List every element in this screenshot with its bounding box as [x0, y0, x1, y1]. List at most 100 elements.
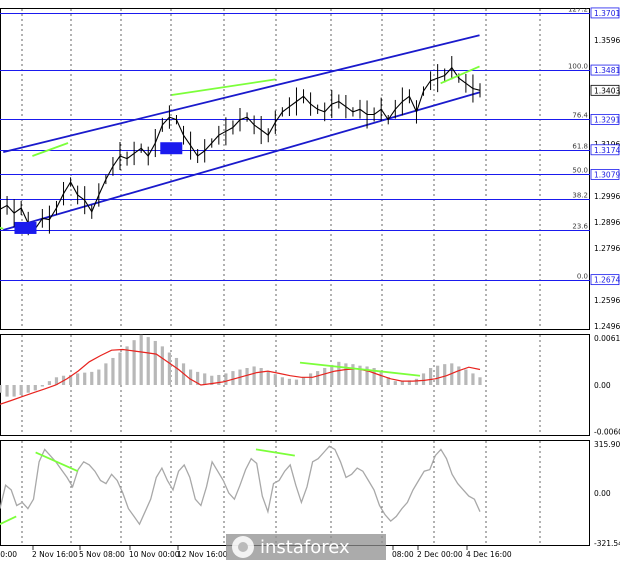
histogram-bar: [386, 377, 390, 385]
fib-level-label: 38.2: [572, 192, 588, 200]
histogram-tick-label: -0.00604: [594, 428, 620, 437]
entry-marker: [14, 221, 37, 234]
histogram-bar: [400, 381, 404, 385]
histogram-bar: [111, 357, 115, 385]
oscillator-tick-label: 315.9023: [594, 440, 620, 449]
histogram-bar: [316, 371, 320, 385]
histogram-bar: [160, 346, 164, 385]
histogram-bar: [174, 357, 179, 385]
oscillator-pane: [0, 445, 481, 526]
oscillator-divergence-line: [35, 451, 79, 472]
level-value-box: [590, 114, 620, 125]
histogram-bar: [358, 365, 362, 385]
histogram-bar: [54, 377, 59, 385]
entry-marker: [160, 142, 183, 155]
histogram-bar: [393, 381, 397, 385]
histogram-bar: [33, 385, 37, 391]
histogram-bar: [301, 377, 306, 385]
fib-level-label: 61.8: [572, 143, 588, 151]
oscillator-divergence-line: [255, 448, 295, 457]
histogram-bar: [245, 368, 249, 385]
fib-level-label: 127.2: [568, 6, 588, 14]
price-divergence-line: [32, 142, 69, 157]
histogram-bar: [478, 377, 482, 385]
level-value-label: 1.3291: [594, 115, 620, 124]
current-price-box: [590, 84, 620, 96]
price-line: [0, 66, 481, 230]
histogram-bar: [203, 373, 207, 385]
histogram-bar: [379, 371, 383, 385]
histogram-bar: [47, 381, 52, 385]
histogram-pane: [0, 334, 482, 405]
logo-text: instaforex: [260, 536, 350, 558]
histogram-bar: [428, 368, 433, 385]
level-value-box: [590, 169, 620, 180]
signal-line: [0, 348, 481, 405]
histogram-bar: [188, 369, 193, 385]
price-tick-label: 1.2996: [594, 192, 620, 201]
level-value-label: 1.2674: [594, 276, 620, 285]
fib-level-label: 23.6: [572, 223, 588, 231]
histogram-bar: [464, 369, 468, 385]
histogram-bar: [196, 371, 200, 385]
histogram-bar: [125, 346, 129, 385]
level-value-label: 1.3079: [594, 170, 620, 179]
histogram-bar: [372, 368, 376, 385]
level-value-box: [590, 7, 620, 19]
histogram-bar: [76, 373, 80, 385]
histogram-bar: [457, 366, 461, 385]
histogram-bar: [217, 374, 221, 385]
histogram-bar: [287, 378, 292, 385]
level-value-label: 1.3481: [594, 66, 620, 75]
price-tick-label: 1.2496: [594, 322, 620, 331]
level-value-box: [590, 274, 620, 286]
histogram-bar: [0, 385, 2, 393]
price-tick-label: 1.3596: [594, 36, 620, 45]
histogram-bar: [323, 368, 327, 385]
instaforex-logo-icon: [232, 536, 254, 558]
histogram-bar: [139, 334, 143, 385]
histogram-tick-label: 0.00: [594, 381, 611, 390]
channel-line-upper: [3, 34, 480, 153]
histogram-bar: [414, 378, 419, 385]
histogram-bar: [231, 371, 235, 385]
time-tick-label: 12 Nov 16:00: [177, 550, 228, 559]
histogram-bar: [118, 352, 122, 385]
histogram-bar: [68, 374, 73, 385]
histogram-bar: [308, 373, 313, 385]
histogram-bar: [83, 372, 87, 385]
histogram-bar: [210, 375, 214, 385]
level-value-box: [590, 144, 620, 156]
histogram-bar: [344, 363, 348, 385]
histogram-bar: [471, 373, 475, 385]
price-tick-label: 1.2796: [594, 244, 620, 253]
price-tick-label: 1.2896: [594, 218, 620, 227]
time-tick-label: 08:00: [392, 550, 414, 559]
histogram-bar: [365, 366, 369, 385]
level-value-label: 1.3701: [594, 9, 620, 18]
histogram-bar: [90, 371, 94, 385]
level-value-box: [590, 64, 620, 76]
histogram-bar: [273, 374, 277, 385]
histogram-bar: [132, 340, 136, 385]
histogram-bar: [330, 364, 334, 385]
instaforex-logo: instaforex: [232, 533, 382, 561]
fib-level-label: 76.4: [572, 112, 588, 120]
time-tick-label: 2 Nov 16:00: [32, 550, 78, 559]
oscillator-tick-label: 0.00: [594, 489, 611, 498]
price-divergence-line: [171, 78, 276, 96]
level-value-label: 1.3174: [594, 146, 620, 155]
oscillator-divergence-line: [0, 515, 17, 526]
time-tick-label: 5 Nov 08:00: [79, 550, 125, 559]
price-pane: 127.2 100.0 76.4 61.8 50.0 38.2 23.6 0.0: [0, 6, 590, 281]
histogram-bar: [167, 352, 172, 385]
current-price-label: 1.3403: [594, 86, 620, 95]
histogram-bar: [97, 369, 101, 385]
histogram-bar: [19, 385, 23, 396]
pane-frame-0: [0, 8, 590, 330]
histogram-bar: [224, 373, 228, 385]
time-tick-label: 2 Dec 00:00: [417, 550, 463, 559]
fib-level-label: 100.0: [568, 63, 588, 71]
